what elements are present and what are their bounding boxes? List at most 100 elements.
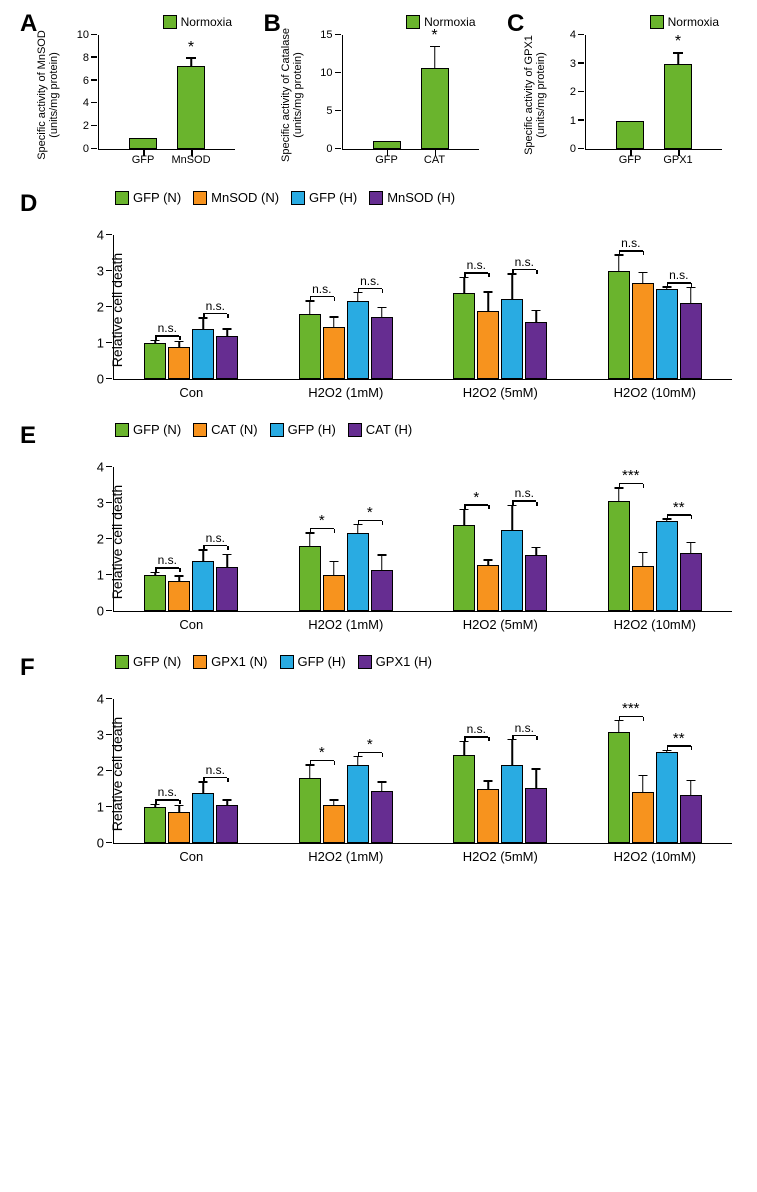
significance-marker: n.s.: [515, 721, 534, 735]
panel-letter: E: [20, 422, 36, 450]
chart: NormoxiaSpecific activity of Catalase(un…: [294, 15, 494, 175]
plot-area: 0246810GFPMnSOD*: [98, 35, 235, 150]
sig-tick: [227, 778, 229, 782]
sig-tick: [488, 273, 490, 277]
significance-marker: *: [367, 736, 373, 753]
y-axis-label: Specific activity of GPX1(units/mg prote…: [523, 25, 547, 165]
bar: [144, 575, 166, 611]
bar: [477, 789, 499, 843]
y-tick: [106, 342, 112, 344]
sig-bracket: [203, 777, 227, 779]
error-cap: [673, 52, 683, 54]
sig-tick: [667, 515, 669, 519]
bar: [168, 347, 190, 379]
significance-marker: **: [673, 499, 685, 516]
bar: [216, 336, 238, 379]
panel-E: EGFP (N)CAT (N)GFP (H)CAT (H)Relative ce…: [20, 422, 737, 642]
legend: GFP (N)CAT (N)GFP (H)CAT (H): [115, 422, 737, 437]
sig-tick: [667, 283, 669, 287]
error-bar: [381, 308, 383, 317]
sig-tick: [382, 521, 384, 525]
legend-label: GFP (N): [133, 654, 181, 669]
error-bar: [381, 783, 383, 791]
error-bar: [642, 273, 644, 282]
legend-item: GFP (H): [291, 190, 357, 205]
sig-bracket: [155, 799, 179, 801]
bar: [168, 812, 190, 843]
x-group-label: H2O2 (10mM): [614, 385, 696, 400]
sig-tick: [310, 761, 312, 765]
error-bar: [536, 548, 538, 555]
error-cap: [638, 775, 647, 777]
y-tick: [106, 734, 112, 736]
bar: [656, 289, 678, 379]
sig-tick: [464, 273, 466, 277]
error-cap: [686, 542, 695, 544]
panel-C: CNormoxiaSpecific activity of GPX1(units…: [507, 10, 737, 175]
x-group-label: H2O2 (5mM): [463, 617, 538, 632]
x-group-label: H2O2 (1mM): [308, 849, 383, 864]
bar: [144, 343, 166, 379]
error-cap: [175, 575, 184, 577]
y-tick-label: 15: [320, 29, 332, 41]
error-bar: [666, 288, 668, 289]
y-tick-label: 4: [570, 29, 576, 41]
sig-tick: [691, 746, 693, 750]
y-tick-label: 2: [97, 764, 104, 779]
plot-area: 01234Conn.s.n.s.H2O2 (1mM)**H2O2 (5mM)n.…: [113, 699, 732, 844]
y-tick: [335, 110, 341, 112]
error-bar: [357, 293, 359, 300]
error-bar: [333, 801, 335, 805]
y-tick: [91, 34, 97, 36]
legend-swatch: [358, 655, 372, 669]
legend-swatch: [115, 423, 129, 437]
plot-area: 01234Conn.s.n.s.H2O2 (1mM)**H2O2 (5mM)*n…: [113, 467, 732, 612]
y-tick: [91, 102, 97, 104]
sig-bracket: [310, 296, 334, 298]
bar: [177, 66, 205, 149]
y-tick: [578, 62, 584, 64]
legend-swatch: [193, 191, 207, 205]
sig-tick: [155, 568, 157, 572]
sig-tick: [464, 737, 466, 741]
error-bar: [642, 553, 644, 566]
significance-marker: *: [319, 512, 325, 529]
legend-swatch: [193, 423, 207, 437]
bar: [192, 329, 214, 379]
significance-marker: n.s.: [515, 486, 534, 500]
significance-marker: n.s.: [312, 282, 331, 296]
legend: GFP (N)GPX1 (N)GFP (H)GPX1 (H): [115, 654, 737, 669]
legend-item: GFP (H): [280, 654, 346, 669]
error-bar: [536, 770, 538, 789]
sig-bracket: [512, 269, 536, 271]
error-bar: [488, 782, 490, 789]
bar: [453, 755, 475, 843]
sig-tick: [488, 737, 490, 741]
bar: [477, 311, 499, 379]
error-bar: [536, 311, 538, 322]
significance-marker: n.s.: [206, 763, 225, 777]
legend-label: MnSOD (N): [211, 190, 279, 205]
significance-marker: *: [319, 744, 325, 761]
bar: [323, 327, 345, 379]
error-bar: [690, 288, 692, 302]
y-tick: [106, 806, 112, 808]
sig-tick: [512, 736, 514, 740]
y-tick: [335, 148, 341, 150]
error-bar: [381, 556, 383, 570]
y-tick: [91, 148, 97, 150]
panel-B: BNormoxiaSpecific activity of Catalase(u…: [264, 10, 494, 175]
panel-F: FGFP (N)GPX1 (N)GFP (H)GPX1 (H)Relative …: [20, 654, 737, 874]
panel-A: ANormoxiaSpecific activity of MnSOD(unit…: [20, 10, 250, 175]
legend-item: GFP (N): [115, 422, 181, 437]
sig-bracket: [155, 335, 179, 337]
legend: Normoxia: [163, 15, 232, 29]
significance-marker: n.s.: [467, 722, 486, 736]
bar: [299, 314, 321, 379]
error-bar: [203, 551, 205, 562]
error-bar: [227, 555, 229, 567]
panel-letter: D: [20, 190, 37, 218]
significance-marker: n.s.: [621, 236, 640, 250]
y-tick: [106, 574, 112, 576]
bar: [216, 805, 238, 843]
